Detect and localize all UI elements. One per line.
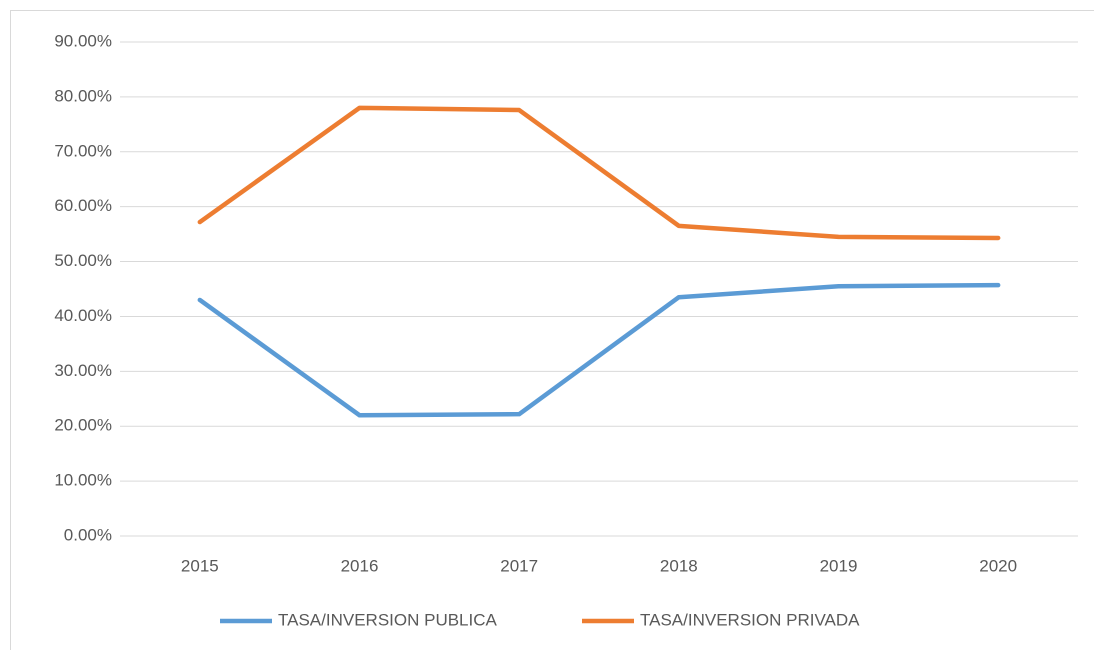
y-tick-label: 30.00% — [54, 361, 112, 380]
x-tick-label: 2015 — [181, 556, 219, 575]
y-tick-label: 60.00% — [54, 196, 112, 215]
x-tick-label: 2019 — [820, 556, 858, 575]
y-tick-label: 70.00% — [54, 141, 112, 160]
y-tick-label: 40.00% — [54, 306, 112, 325]
legend-label: TASA/INVERSION PUBLICA — [278, 610, 498, 629]
y-tick-label: 90.00% — [54, 31, 112, 50]
x-tick-label: 2020 — [979, 556, 1017, 575]
chart-border — [10, 10, 1094, 650]
y-tick-label: 50.00% — [54, 251, 112, 270]
x-tick-label: 2017 — [500, 556, 538, 575]
y-tick-label: 80.00% — [54, 86, 112, 105]
series-line — [197, 105, 1001, 241]
y-tick-label: 0.00% — [64, 525, 112, 544]
y-tick-label: 10.00% — [54, 471, 112, 490]
series-line — [197, 282, 1001, 418]
legend-label: TASA/INVERSION PRIVADA — [640, 610, 860, 629]
x-tick-label: 2018 — [660, 556, 698, 575]
y-tick-label: 20.00% — [54, 416, 112, 435]
x-tick-label: 2016 — [341, 556, 379, 575]
